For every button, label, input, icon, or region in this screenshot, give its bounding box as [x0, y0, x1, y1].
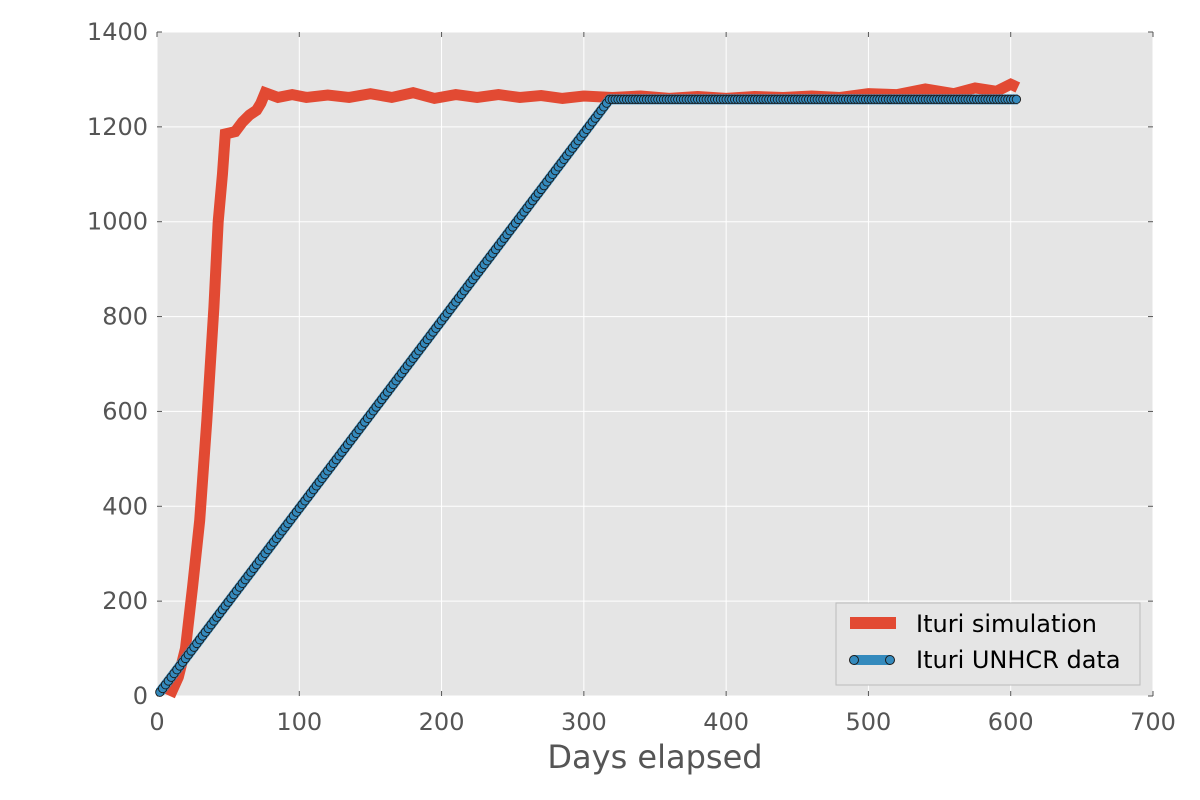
x-tick-label: 300 [561, 708, 607, 736]
y-tick-label: 600 [102, 397, 148, 425]
plot-background [157, 32, 1153, 696]
y-tick-label: 400 [102, 492, 148, 520]
x-tick-label: 600 [988, 708, 1034, 736]
legend: Ituri simulation Ituri UNHCR data [835, 602, 1141, 686]
y-tick-label: 1200 [87, 113, 148, 141]
y-tick-label: 200 [102, 587, 148, 615]
y-tick-label: 800 [102, 303, 148, 331]
tick-marks [156, 31, 1154, 697]
x-axis-label: Days elapsed [547, 738, 762, 776]
grid-lines [156, 31, 1154, 697]
legend-marker-unhcr-left [849, 655, 859, 665]
y-tick-label: 0 [133, 682, 148, 710]
series-marker-unhcr [1011, 94, 1022, 104]
legend-label-simulation: Ituri simulation [916, 610, 1097, 638]
x-tick-label: 200 [419, 708, 465, 736]
x-tick-label: 0 [149, 708, 164, 736]
x-tick-label: 700 [1130, 708, 1176, 736]
x-tick-label: 100 [276, 708, 322, 736]
x-tick-label: 400 [703, 708, 749, 736]
x-tick-label: 500 [846, 708, 892, 736]
y-tick-label: 1400 [87, 18, 148, 46]
legend-label-unhcr: Ituri UNHCR data [916, 646, 1121, 674]
y-tick-label: 1000 [87, 208, 148, 236]
series-layer [155, 78, 1022, 699]
y-tick-labels: 0 200 400 600 800 1000 1200 1400 [87, 18, 148, 710]
legend-marker-unhcr-right [885, 655, 895, 665]
x-tick-labels: 0 100 200 300 400 500 600 700 [149, 708, 1176, 736]
legend-box [835, 602, 1141, 686]
